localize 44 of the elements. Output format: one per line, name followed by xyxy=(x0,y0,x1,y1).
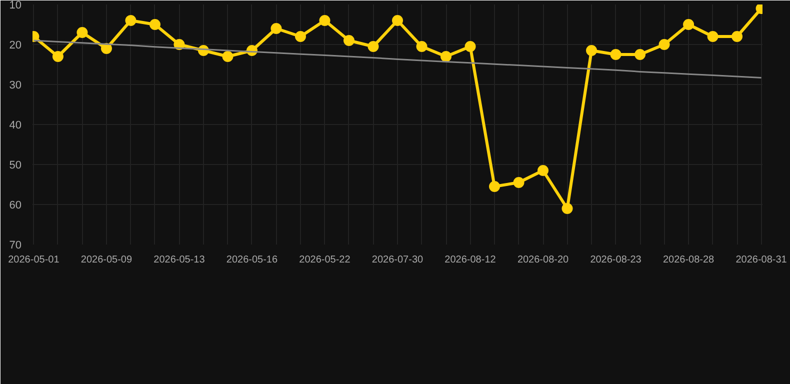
y-tick-label: 50 xyxy=(9,160,22,172)
point xyxy=(294,31,306,42)
point xyxy=(634,49,646,60)
y-tick-label: 30 xyxy=(9,80,22,92)
point xyxy=(440,51,452,62)
point xyxy=(513,177,524,188)
point xyxy=(392,15,403,26)
point xyxy=(683,19,694,30)
x-tick-label: 2026-08-28 xyxy=(662,254,715,266)
point xyxy=(270,23,282,34)
point xyxy=(658,39,670,50)
y-tick-label: 40 xyxy=(9,120,22,132)
point xyxy=(707,31,718,42)
x-tick-label: 2026-08-12 xyxy=(444,254,496,266)
y-tick-label: 10 xyxy=(9,0,22,12)
point xyxy=(76,27,88,38)
point xyxy=(562,203,573,214)
x-tick-label: 2026-08-23 xyxy=(590,254,642,266)
point xyxy=(464,41,476,52)
point xyxy=(125,15,136,26)
y-tick-label: 20 xyxy=(9,40,22,52)
point xyxy=(149,19,160,30)
y-tick-label: 60 xyxy=(9,200,22,212)
x-tick-label: 2026-05-16 xyxy=(226,254,278,266)
point xyxy=(222,51,234,62)
point xyxy=(586,45,598,56)
point xyxy=(538,165,549,176)
point xyxy=(52,51,64,62)
point xyxy=(489,181,500,192)
point xyxy=(100,43,112,54)
x-tick-label: 2026-08-31 xyxy=(736,254,788,266)
point xyxy=(343,35,354,46)
y-tick-label: 70 xyxy=(9,240,22,252)
x-tick-label: 2026-08-20 xyxy=(517,254,570,266)
point xyxy=(732,31,743,42)
point xyxy=(319,15,330,26)
x-tick-label: 2026-07-30 xyxy=(372,254,424,266)
point xyxy=(416,41,428,52)
point xyxy=(610,49,622,60)
x-tick-label: 2026-05-22 xyxy=(299,254,351,266)
point xyxy=(368,41,379,52)
x-tick-label: 2026-05-09 xyxy=(80,254,132,266)
x-tick-label: 2026-05-01 xyxy=(8,254,60,266)
x-tick-label: 2026-05-13 xyxy=(154,254,206,266)
